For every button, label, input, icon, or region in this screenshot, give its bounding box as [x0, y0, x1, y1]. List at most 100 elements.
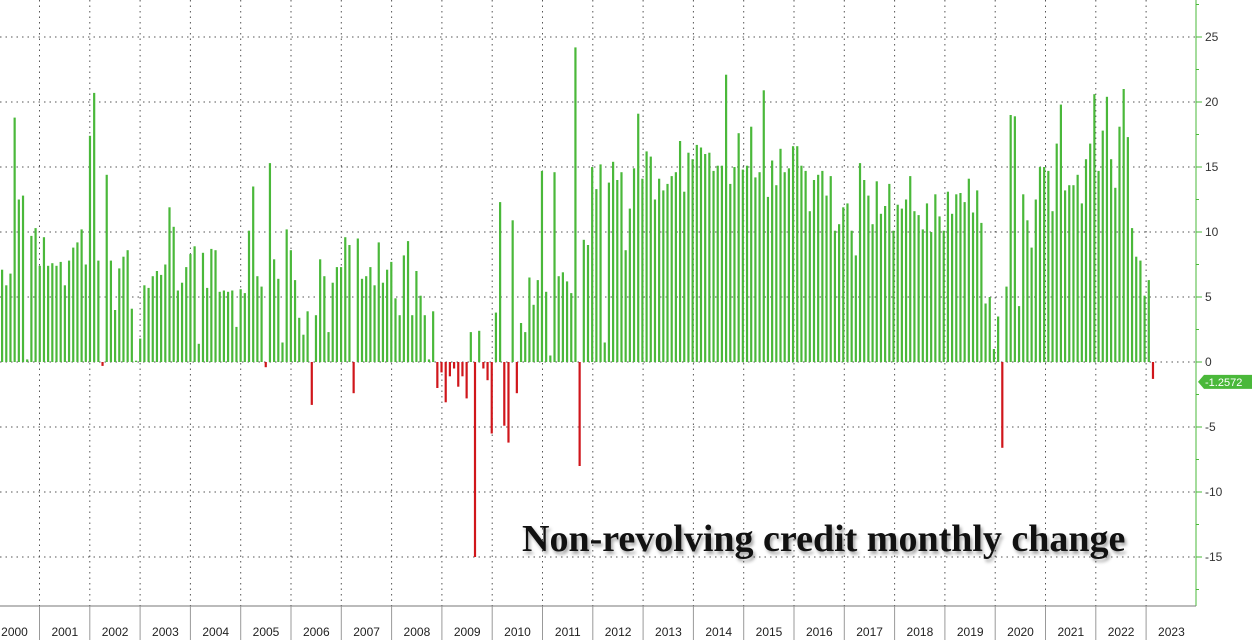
bar — [1051, 211, 1054, 362]
bar — [976, 190, 979, 362]
bar — [457, 362, 460, 387]
bar — [222, 290, 225, 362]
bar — [821, 170, 824, 362]
bar — [846, 203, 849, 362]
bar — [779, 148, 782, 362]
bar — [1105, 96, 1109, 363]
bar — [122, 256, 125, 362]
bar — [72, 247, 75, 362]
bar — [930, 232, 933, 362]
bar — [143, 285, 146, 362]
bar — [335, 267, 338, 362]
bar — [733, 167, 736, 362]
x-tick-label: 2003 — [152, 625, 179, 639]
bar — [607, 182, 611, 362]
y-tick-label: 25 — [1205, 30, 1219, 44]
bar — [298, 317, 301, 362]
bar — [557, 276, 560, 362]
bar — [235, 326, 238, 362]
bar — [381, 282, 385, 362]
bar — [30, 235, 33, 362]
bar — [490, 362, 493, 434]
bar — [1097, 170, 1100, 362]
bar — [1147, 280, 1150, 362]
bar — [662, 190, 665, 362]
bar — [632, 168, 636, 362]
y-tick-label: 20 — [1205, 95, 1219, 109]
bar — [750, 126, 753, 362]
bar — [1143, 295, 1146, 362]
last-value-badge-shape — [1198, 374, 1252, 389]
bar — [1005, 286, 1008, 362]
bar — [9, 273, 12, 362]
bar — [118, 268, 121, 362]
x-tick-label: 2011 — [555, 625, 581, 639]
bar — [339, 267, 343, 362]
bar — [825, 195, 828, 362]
bar — [1080, 203, 1083, 362]
bar — [444, 362, 447, 403]
bar — [624, 250, 627, 362]
bar — [800, 165, 803, 362]
y-axis: 25 20 15 10 5 0 -5 -10 -15 — [1195, 0, 1223, 606]
bar — [708, 152, 711, 362]
bar — [1, 269, 4, 362]
bar — [507, 362, 510, 443]
bar — [63, 285, 66, 362]
bar — [921, 229, 924, 362]
x-tick-label: 2007 — [353, 625, 380, 639]
bar — [252, 186, 255, 362]
bar — [402, 255, 405, 362]
bar — [201, 252, 205, 362]
bar — [67, 260, 71, 362]
bar — [867, 195, 870, 362]
y-tick-label: -10 — [1205, 485, 1223, 499]
bar — [151, 276, 154, 362]
bar — [875, 181, 878, 362]
bar — [180, 282, 184, 362]
bar — [984, 303, 987, 362]
bar — [503, 362, 506, 426]
bar — [1026, 220, 1029, 362]
bar — [1013, 116, 1016, 362]
bar — [197, 343, 200, 362]
bar — [574, 47, 577, 363]
bar — [59, 261, 62, 362]
bar — [691, 159, 694, 362]
bar — [524, 332, 527, 362]
bar — [645, 151, 648, 362]
bar — [13, 117, 16, 362]
bar — [461, 362, 464, 377]
bar — [545, 291, 548, 362]
bar — [917, 215, 920, 362]
bar — [762, 90, 765, 363]
chart-title: Non-revolving credit monthly change — [522, 518, 1125, 560]
bar — [980, 222, 983, 362]
bar — [164, 264, 167, 362]
bar — [76, 242, 79, 362]
bar — [540, 170, 544, 362]
bar — [775, 185, 778, 362]
bar — [172, 226, 175, 362]
bar — [1068, 185, 1071, 362]
bar — [536, 280, 539, 362]
x-tick-label: 2023 — [1158, 625, 1185, 639]
bar — [264, 362, 267, 368]
x-tick-label: 2013 — [655, 625, 682, 639]
bar — [854, 255, 857, 362]
bar — [1135, 256, 1138, 362]
bar — [511, 220, 514, 362]
x-tick-label: 2010 — [504, 625, 531, 639]
bar — [578, 362, 581, 466]
bar — [55, 265, 58, 362]
bar — [105, 174, 108, 362]
bar — [390, 261, 393, 362]
bar — [1151, 362, 1155, 379]
bar — [549, 355, 552, 362]
bar — [440, 362, 443, 373]
bar — [256, 276, 259, 362]
bar — [130, 308, 133, 362]
bar — [1047, 170, 1050, 362]
bar — [1110, 159, 1113, 362]
